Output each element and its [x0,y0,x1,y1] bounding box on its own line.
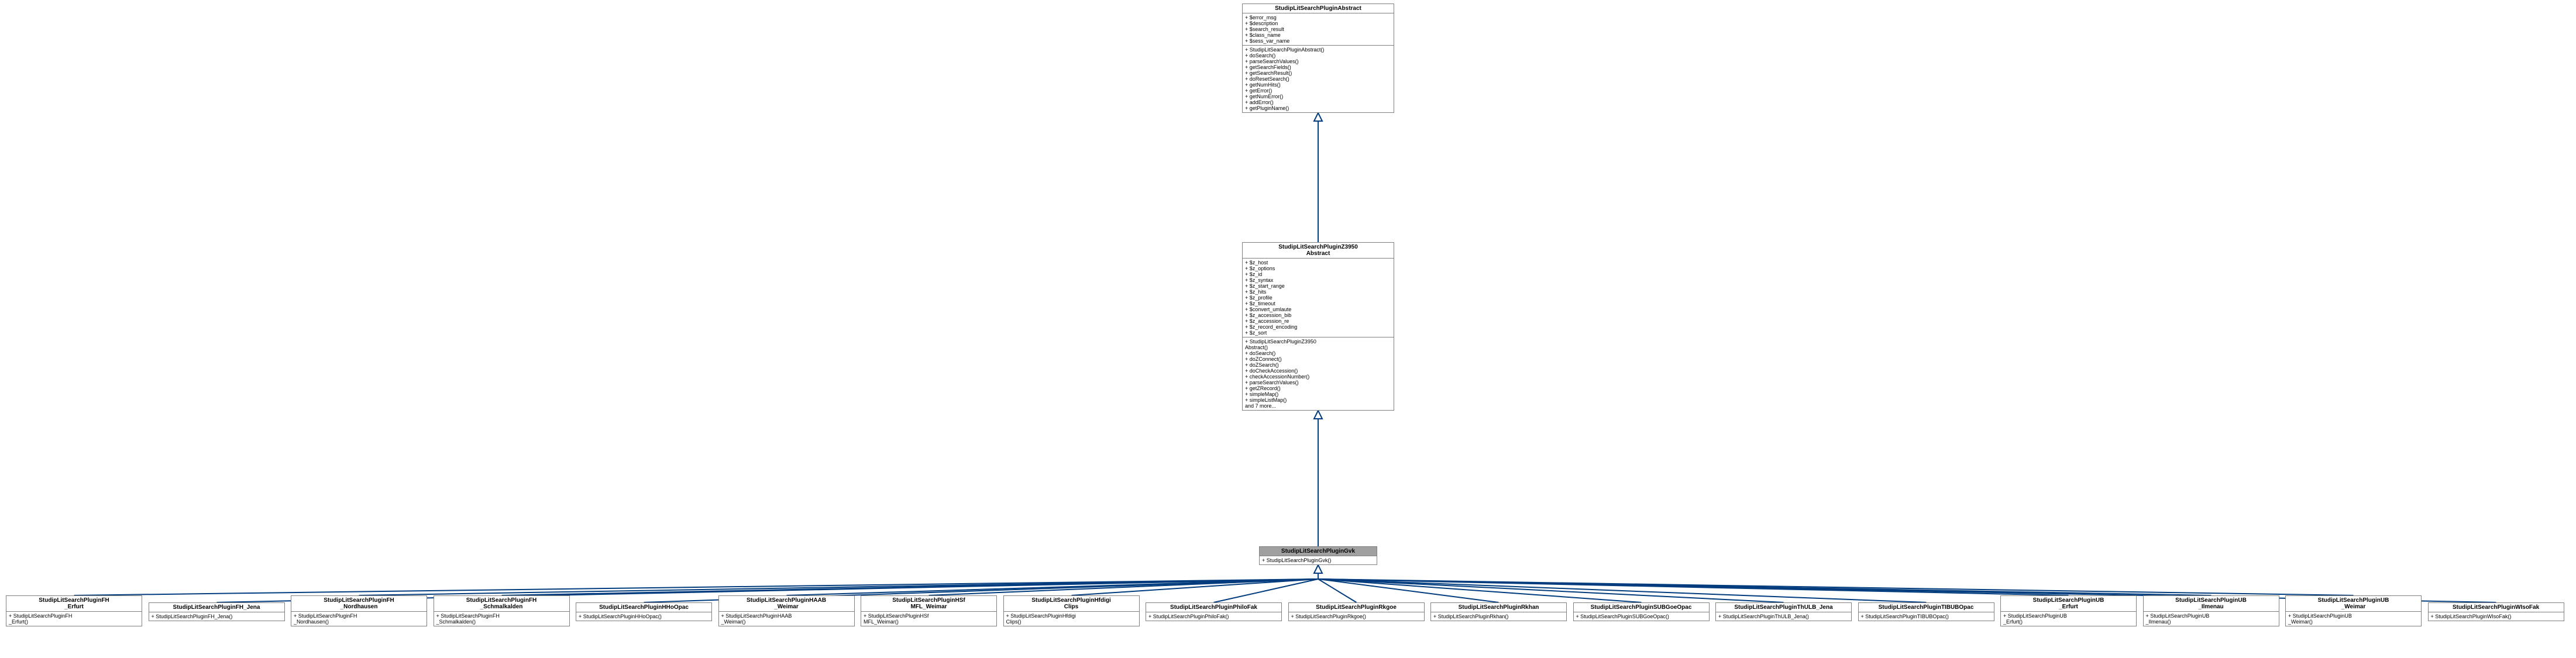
class-title: StudipLitSearchPluginRkhan [1431,603,1566,612]
class-title: StudipLitSearchPluginHHoOpac [576,603,711,612]
class-leaf-HAAB_Weimar: StudipLitSearchPluginHAAB _Weimar+ Studi… [718,595,855,626]
class-leaf-UB_Weimar: StudipLitSearchPluginUB _Weimar+ StudipL… [2285,595,2422,626]
class-title: StudipLitSearchPluginSUBGoeOpac [1574,603,1709,612]
class-leaf-HHoOpac: StudipLitSearchPluginHHoOpac+ StudipLitS… [576,602,712,621]
class-leaf-FH_Jena: StudipLitSearchPluginFH_Jena+ StudipLitS… [149,602,285,621]
class-title: StudipLitSearchPluginZ3950 Abstract [1243,243,1394,259]
inheritance-edge [1318,579,2354,595]
inheritance-edge [1318,579,1927,602]
class-hub: StudipLitSearchPluginGvk+ StudipLitSearc… [1259,546,1377,565]
class-leaf-ThULB_Jena: StudipLitSearchPluginThULB_Jena+ StudipL… [1715,602,1852,621]
class-title: StudipLitSearchPluginRkgoe [1289,603,1424,612]
class-section: + StudipLitSearchPluginRkhan() [1431,612,1566,621]
class-leaf-TIBUBOpac: StudipLitSearchPluginTIBUBOpac+ StudipLi… [1858,602,1994,621]
class-section: + StudipLitSearchPluginAbstract() + doSe… [1243,46,1394,112]
class-title: StudipLitSearchPluginFH _Erfurt [6,596,142,612]
class-title: StudipLitSearchPluginWIsoFak [2429,603,2564,612]
inheritance-edge [74,579,1319,595]
class-title: StudipLitSearchPluginThULB_Jena [1716,603,1851,612]
inheritance-edge [1214,579,1319,602]
class-root: StudipLitSearchPluginAbstract+ $error_ms… [1242,4,1394,113]
inheritance-arrowhead [1314,113,1322,121]
class-section: + StudipLitSearchPluginHfdigi Clips() [1004,612,1139,626]
class-section: + StudipLitSearchPluginFH _Nordhausen() [291,612,427,626]
class-title: StudipLitSearchPluginUB _Weimar [2286,596,2421,612]
class-section: + StudipLitSearchPluginThULB_Jena() [1716,612,1851,621]
class-section: + StudipLitSearchPluginHAAB _Weimar() [719,612,854,626]
class-leaf-Rkhan: StudipLitSearchPluginRkhan+ StudipLitSea… [1430,602,1567,621]
class-section: + StudipLitSearchPluginHHoOpac() [576,612,711,621]
inheritance-edge [1318,579,1784,602]
class-section: + StudipLitSearchPluginRkgoe() [1289,612,1424,621]
inheritance-edge [1072,579,1319,595]
inheritance-edge [1318,579,1499,602]
class-title: StudipLitSearchPluginFH_Jena [149,603,284,612]
inheritance-edge [1318,579,2069,595]
class-leaf-FH_Schmalkalden: StudipLitSearchPluginFH _Schmalkalden+ S… [434,595,570,626]
inheritance-edge [1318,579,1642,602]
class-title: StudipLitSearchPluginFH _Nordhausen [291,596,427,612]
class-section: + StudipLitSearchPluginUB _Ilmenau() [2144,612,2279,626]
class-section: + StudipLitSearchPluginTIBUBOpac() [1859,612,1994,621]
class-title: StudipLitSearchPluginFH _Schmalkalden [434,596,569,612]
class-section: + StudipLitSearchPluginFH _Erfurt() [6,612,142,626]
class-section: + StudipLitSearchPluginWIsoFak() [2429,612,2564,621]
class-leaf-UB_Erfurt: StudipLitSearchPluginUB _Erfurt+ StudipL… [2000,595,2137,626]
inheritance-edge [1318,579,1357,602]
inheritance-edge [502,579,1319,595]
class-title: StudipLitSearchPluginHAAB _Weimar [719,596,854,612]
class-section: + StudipLitSearchPluginFH _Schmalkalden(… [434,612,569,626]
class-leaf-FH_Nordhausen: StudipLitSearchPluginFH _Nordhausen+ Stu… [291,595,427,626]
class-title: StudipLitSearchPluginTIBUBOpac [1859,603,1994,612]
class-leaf-HSf_MFL_Weimar: StudipLitSearchPluginHSf MFL_Weimar+ Stu… [861,595,997,626]
class-title: StudipLitSearchPluginHfdigi Clips [1004,596,1139,612]
inheritance-arrowhead [1314,411,1322,419]
class-section: + StudipLitSearchPluginGvk() [1260,556,1377,564]
class-title: StudipLitSearchPluginAbstract [1243,4,1394,13]
class-section: + StudipLitSearchPluginZ3950 Abstract() … [1243,337,1394,410]
class-leaf-Hfdigi_Clips: StudipLitSearchPluginHfdigi Clips+ Studi… [1003,595,1140,626]
class-section: + StudipLitSearchPluginUB _Erfurt() [2001,612,2136,626]
class-leaf-FH_Erfurt: StudipLitSearchPluginFH _Erfurt+ StudipL… [6,595,142,626]
class-leaf-Rkgoe: StudipLitSearchPluginRkgoe+ StudipLitSea… [1288,602,1425,621]
inheritance-edge [929,579,1319,595]
class-title: StudipLitSearchPluginUB _Erfurt [2001,596,2136,612]
class-title: StudipLitSearchPluginUB _Ilmenau [2144,596,2279,612]
class-leaf-PhiloFak: StudipLitSearchPluginPhiloFak+ StudipLit… [1146,602,1282,621]
class-leaf-WIsoFak: StudipLitSearchPluginWIsoFak+ StudipLitS… [2428,602,2564,621]
class-z3950: StudipLitSearchPluginZ3950 Abstract+ $z_… [1242,242,1394,411]
class-section: + $error_msg + $description + $search_re… [1243,13,1394,46]
inheritance-edge [1318,579,2212,595]
inheritance-edge [359,579,1319,595]
class-title: StudipLitSearchPluginPhiloFak [1146,603,1281,612]
class-title: StudipLitSearchPluginHSf MFL_Weimar [861,596,996,612]
inheritance-edge [787,579,1319,595]
class-section: + StudipLitSearchPluginUB _Weimar() [2286,612,2421,626]
class-section: + $z_host + $z_options + $z_id + $z_synt… [1243,259,1394,337]
class-leaf-SUBGoeOpac: StudipLitSearchPluginSUBGoeOpac+ StudipL… [1573,602,1710,621]
class-section: + StudipLitSearchPluginSUBGoeOpac() [1574,612,1709,621]
inheritance-diagram: StudipLitSearchPluginAbstract+ $error_ms… [0,0,2576,658]
class-section: + StudipLitSearchPluginHSf MFL_Weimar() [861,612,996,626]
class-leaf-UB_Ilmenau: StudipLitSearchPluginUB _Ilmenau+ Studip… [2143,595,2279,626]
class-section: + StudipLitSearchPluginPhiloFak() [1146,612,1281,621]
inheritance-arrowhead [1314,565,1322,573]
class-title: StudipLitSearchPluginGvk [1260,547,1377,556]
class-section: + StudipLitSearchPluginFH_Jena() [149,612,284,621]
